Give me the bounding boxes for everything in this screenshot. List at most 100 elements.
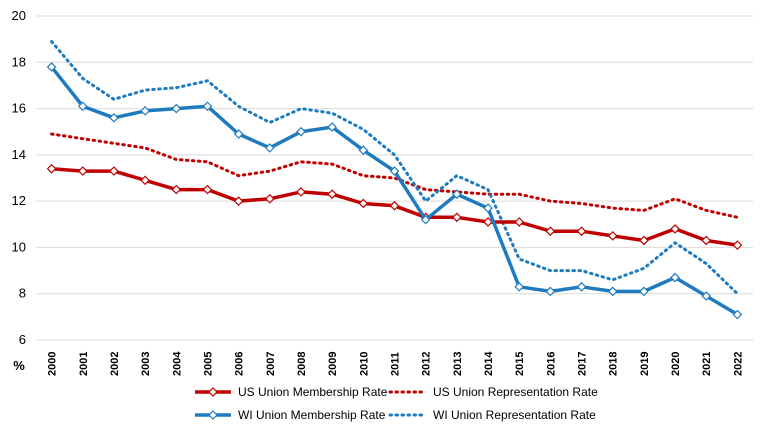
data-point-marker — [233, 129, 244, 139]
x-tick-label: 2021 — [701, 352, 713, 376]
x-tick-label: 2000 — [47, 352, 59, 376]
data-point-marker — [140, 175, 150, 186]
x-tick-label: 2005 — [202, 352, 214, 376]
y-tick-label: 20 — [12, 8, 26, 23]
data-point-marker — [701, 235, 712, 246]
legend-item: US Union Representation Rate — [388, 385, 598, 399]
data-point-marker — [514, 217, 525, 227]
y-tick-label: 18 — [12, 54, 26, 69]
series-wi-union-representation-rate — [50, 40, 739, 296]
data-point-marker — [389, 200, 400, 211]
data-point-marker — [140, 106, 150, 116]
y-tick-label: 10 — [12, 239, 26, 254]
data-point-marker — [483, 217, 493, 227]
data-point-marker — [545, 226, 556, 237]
data-point-marker — [109, 112, 119, 123]
x-tick-label: 2017 — [577, 352, 589, 376]
x-tick-label: 2014 — [483, 351, 495, 376]
data-point-marker — [264, 193, 275, 204]
data-point-marker — [732, 240, 743, 250]
data-point-marker — [233, 196, 244, 206]
data-point-marker — [296, 187, 306, 197]
data-point-marker — [639, 286, 649, 297]
series-line — [50, 132, 739, 219]
x-tick-label: 2006 — [234, 352, 246, 376]
data-point-marker — [670, 272, 680, 283]
data-point-marker — [171, 103, 182, 114]
y-tick-label: 6 — [19, 332, 26, 347]
x-tick-label: 2019 — [639, 352, 651, 376]
x-tick-label: 2009 — [327, 352, 339, 376]
legend-item: US Union Membership Rate — [195, 385, 388, 399]
x-tick-label: 2012 — [421, 352, 433, 376]
series-layer — [46, 40, 743, 320]
data-point-marker — [202, 184, 213, 195]
legend-item: WI Union Membership Rate — [195, 408, 386, 422]
series-us-union-representation-rate — [50, 132, 739, 219]
data-point-marker — [77, 166, 88, 176]
data-point-marker — [77, 101, 88, 112]
x-tick-label: 2003 — [140, 352, 152, 376]
data-point-marker — [46, 163, 57, 174]
x-tick-label: 2010 — [358, 352, 370, 376]
x-tick-label: 2016 — [545, 352, 557, 376]
data-point-marker — [389, 166, 400, 176]
data-point-marker — [451, 189, 462, 200]
x-tick-label: 2008 — [296, 352, 308, 376]
x-tick-label: 2020 — [670, 352, 682, 376]
x-tick-label: 2013 — [452, 352, 464, 376]
data-point-marker — [109, 166, 119, 176]
y-tick-label: 8 — [19, 286, 26, 301]
data-point-marker — [576, 281, 587, 292]
legend-label: US Union Membership Rate — [238, 385, 388, 399]
data-point-marker — [420, 214, 431, 225]
x-tick-label: 2018 — [608, 352, 620, 376]
x-tick-label: 2004 — [171, 351, 183, 376]
y-axis-unit-label: % — [13, 358, 25, 373]
x-tick-label: 2015 — [514, 352, 526, 376]
legend: US Union Membership Rate US Union Represe… — [195, 385, 598, 422]
data-point-marker — [483, 203, 493, 213]
data-point-marker — [327, 189, 338, 200]
data-point-marker — [607, 286, 618, 297]
legend-label: WI Union Membership Rate — [238, 408, 386, 422]
data-point-marker — [451, 212, 462, 223]
data-point-marker — [358, 198, 369, 209]
data-point-marker — [576, 226, 587, 237]
x-tick-label: 2022 — [732, 352, 744, 376]
data-point-marker — [358, 145, 369, 156]
series-line — [50, 40, 739, 296]
data-point-marker — [296, 126, 306, 137]
legend-marker — [208, 410, 218, 420]
data-point-marker — [264, 143, 275, 153]
data-point-marker — [327, 122, 338, 132]
x-tick-label: 2011 — [390, 352, 402, 376]
series-us-union-membership-rate — [46, 163, 743, 250]
data-point-marker — [639, 235, 649, 246]
data-point-marker — [202, 101, 213, 112]
legend-marker — [208, 387, 218, 397]
legend-label: WI Union Representation Rate — [433, 408, 596, 422]
y-tick-label: 14 — [12, 147, 26, 162]
data-point-marker — [514, 281, 525, 292]
data-point-marker — [46, 62, 57, 72]
x-axis-ticks: 2000 2001 2002 2003 2004 2005 2006 2007 2008 2009… — [47, 351, 745, 376]
y-axis-ticks: 6 8 10 12 14 16 18 20 — [12, 8, 26, 347]
legend-item: WI Union Representation Rate — [388, 408, 596, 422]
data-point-marker — [701, 291, 712, 301]
data-point-marker — [171, 184, 182, 195]
legend-label: US Union Representation Rate — [433, 385, 598, 399]
y-tick-label: 12 — [12, 193, 26, 208]
series-line — [50, 65, 739, 317]
data-point-marker — [607, 231, 618, 241]
data-point-marker — [670, 224, 680, 234]
y-tick-label: 16 — [12, 101, 26, 116]
data-point-marker — [545, 286, 556, 297]
series-wi-union-membership-rate — [46, 62, 743, 320]
x-tick-label: 2001 — [78, 352, 90, 376]
x-tick-label: 2002 — [109, 352, 121, 376]
data-point-marker — [732, 309, 743, 320]
x-tick-label: 2007 — [265, 352, 277, 376]
